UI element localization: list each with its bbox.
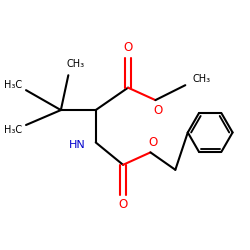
Text: O: O [153, 104, 162, 117]
Text: O: O [124, 41, 133, 54]
Text: H₃C: H₃C [4, 125, 22, 135]
Text: H₃C: H₃C [4, 80, 22, 90]
Text: CH₃: CH₃ [67, 59, 85, 69]
Text: O: O [118, 198, 128, 211]
Text: O: O [148, 136, 158, 149]
Text: HN: HN [69, 140, 86, 150]
Text: CH₃: CH₃ [193, 74, 211, 84]
